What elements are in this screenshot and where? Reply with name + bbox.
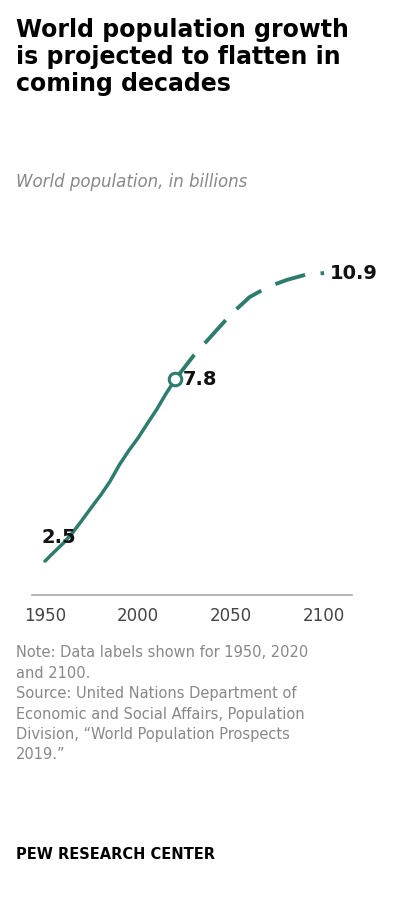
Text: 2.5: 2.5: [41, 528, 76, 547]
Text: World population growth
is projected to flatten in
coming decades: World population growth is projected to …: [16, 18, 349, 95]
Text: 7.8: 7.8: [183, 370, 217, 389]
Text: PEW RESEARCH CENTER: PEW RESEARCH CENTER: [16, 847, 215, 863]
Text: World population, in billions: World population, in billions: [16, 173, 247, 191]
Text: Note: Data labels shown for 1950, 2020
and 2100.
Source: United Nations Departme: Note: Data labels shown for 1950, 2020 a…: [16, 645, 308, 763]
Text: 10.9: 10.9: [330, 264, 378, 283]
